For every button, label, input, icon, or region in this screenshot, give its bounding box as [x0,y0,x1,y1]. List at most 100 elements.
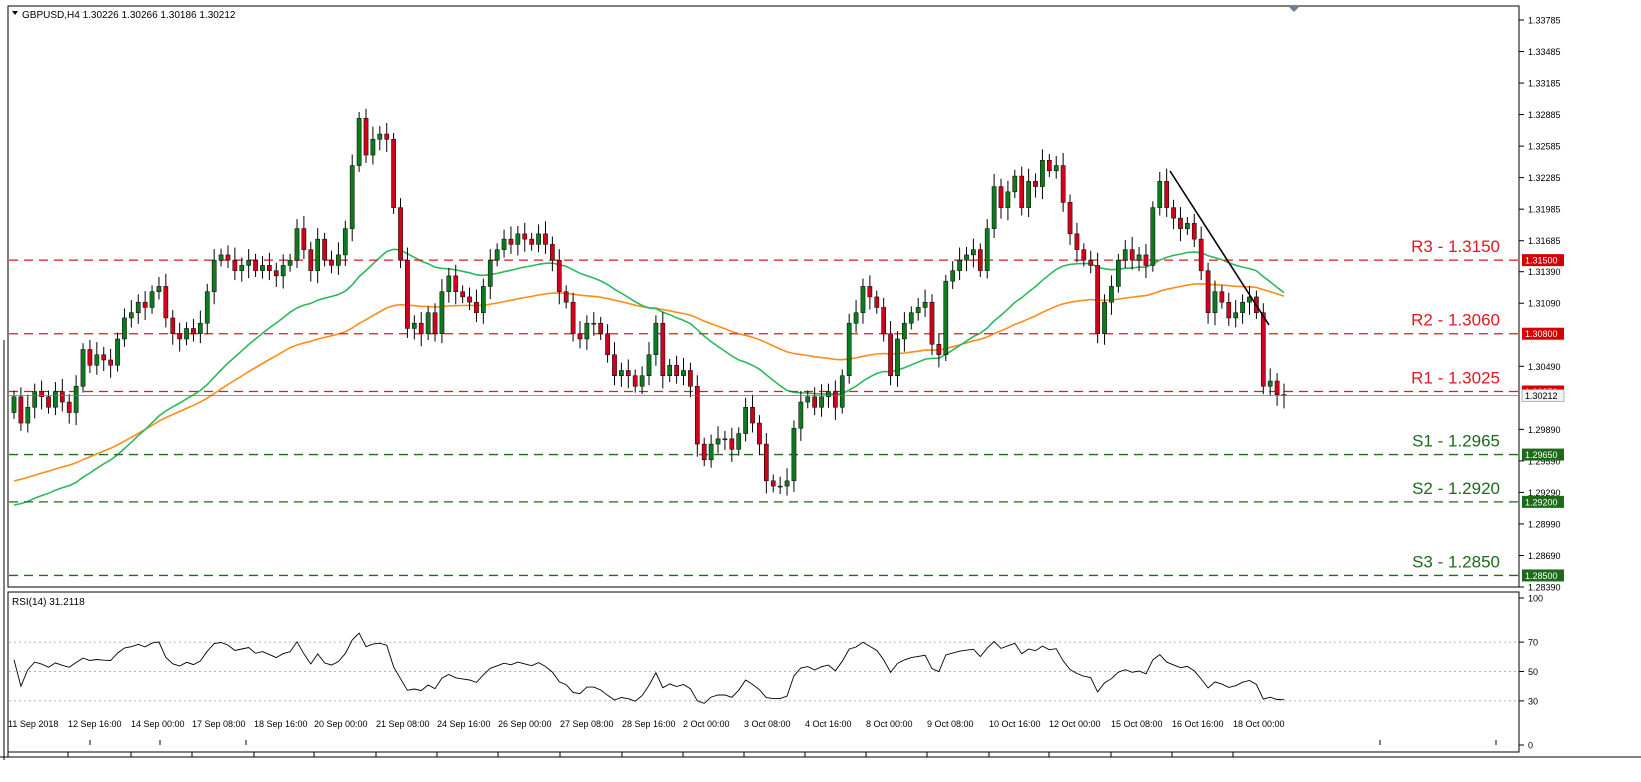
bull-candle [591,322,597,325]
bear-candle [1060,165,1066,203]
bull-candle [860,286,866,313]
bear-candle [1095,265,1100,334]
support-level-label: S1 - 1.2965 [1412,432,1500,451]
price-axis-ticks: 1.33785 1.33485 1.33185 1.32885 1.32585 1.322… [1519,16,1561,593]
bull-candle [336,254,341,266]
bull-candle [708,443,714,461]
bear-candle [660,322,666,377]
bear-candle [232,259,238,271]
time-tick-label: 4 Oct 16:00 [805,719,852,729]
bull-candle [722,438,728,441]
bull-candle [501,238,507,250]
bull-candle [11,396,17,413]
bear-candle [46,396,51,408]
bear-candle [301,228,307,250]
bull-candle [1240,301,1245,313]
bear-candle [474,301,479,313]
bull-candle [1005,191,1011,208]
time-tick-label: 15 Oct 08:00 [1111,719,1163,729]
bull-candle [922,301,928,308]
time-tick-label: 16 Oct 16:00 [1172,719,1224,729]
bull-candle [156,286,162,292]
bull-candle [743,407,748,434]
bear-candle [1143,254,1149,266]
bear-candle [874,296,880,308]
bull-candle [246,259,252,266]
bear-candle [467,296,472,303]
moving-averages [13,248,1285,506]
bull-candle [239,265,245,271]
moving-average-short-line [13,248,1285,506]
bull-candle [1150,207,1156,266]
bull-candle [411,322,417,329]
level-price-badge [1522,495,1564,508]
price-tick-label: 1.32585 [1528,142,1561,152]
bear-candle [1191,223,1197,240]
bear-candle [39,391,44,398]
level-price-badge-text: 1.29200 [1525,497,1558,507]
bull-candle [480,286,486,313]
rsi-tick-label: 0 [1528,741,1533,751]
bull-candle [342,228,348,256]
bull-candle [135,301,141,313]
price-tick-label: 1.30490 [1528,362,1561,372]
level-price-badge-text: 1.28500 [1525,571,1558,581]
bear-candle [1198,238,1204,271]
rsi-tick-label: 70 [1528,638,1538,648]
bull-candle [846,322,852,377]
time-tick-label: 12 Oct 00:00 [1049,719,1101,729]
bear-candle [1019,175,1025,208]
support-resistance-levels: R3 - 1.3150 R2 - 1.3060 R1 - 1.3025 S1 - 1.… [9,237,1518,577]
support-level-label: S3 - 1.2850 [1412,552,1500,571]
bull-candle [736,433,742,450]
time-tick-label: 10 Oct 16:00 [989,719,1041,729]
bear-candle [163,286,169,319]
shift-marker-icon[interactable] [1289,7,1299,12]
level-price-badge [1522,254,1564,267]
rsi-indicator: 100 70 50 30 0 [9,594,1543,751]
bear-candle [384,133,390,140]
bear-candle [929,301,935,345]
rsi-line [13,632,1285,704]
bull-candle [715,438,721,445]
bear-candle [936,343,942,355]
bull-candle [971,249,976,256]
bull-candle [439,291,445,334]
bull-candle [681,370,686,377]
bull-candle [619,370,624,377]
level-price-badge-text: 1.29650 [1525,450,1558,460]
bull-candle [128,312,134,319]
price-tick-label: 1.31390 [1528,267,1561,277]
bull-candle [908,312,914,324]
bull-candle [895,338,900,377]
bear-candle [170,317,176,334]
bull-candle [515,233,521,245]
bull-candle [1109,286,1114,303]
time-tick-label: 21 Sep 08:00 [376,719,430,729]
time-tick-label: 20 Sep 00:00 [314,719,368,729]
bear-candle [577,333,583,340]
current-price-badge-text: 1.30212 [1525,391,1558,401]
price-tick-label: 1.31090 [1528,299,1561,309]
bear-candle [543,233,548,245]
bear-candle [522,233,528,240]
bear-candle [87,349,93,366]
bull-candle [819,396,824,408]
bear-candle [977,249,983,271]
bear-candle [812,396,818,408]
bull-candle [1115,259,1121,287]
bull-candle [25,407,31,424]
candlesticks [11,108,1287,496]
time-tick-label: 24 Sep 16:00 [437,719,491,729]
bear-candle [1129,249,1135,261]
current-price-badge [1521,389,1565,402]
bear-candle [391,139,396,208]
header-dropdown-icon[interactable] [12,11,18,15]
bear-candle [1274,380,1280,395]
bull-candle [184,328,189,340]
bear-candle [1226,301,1232,319]
bull-candle [902,322,907,340]
bear-candle [329,259,334,266]
bear-candle [598,322,604,334]
bull-candle [32,391,38,408]
